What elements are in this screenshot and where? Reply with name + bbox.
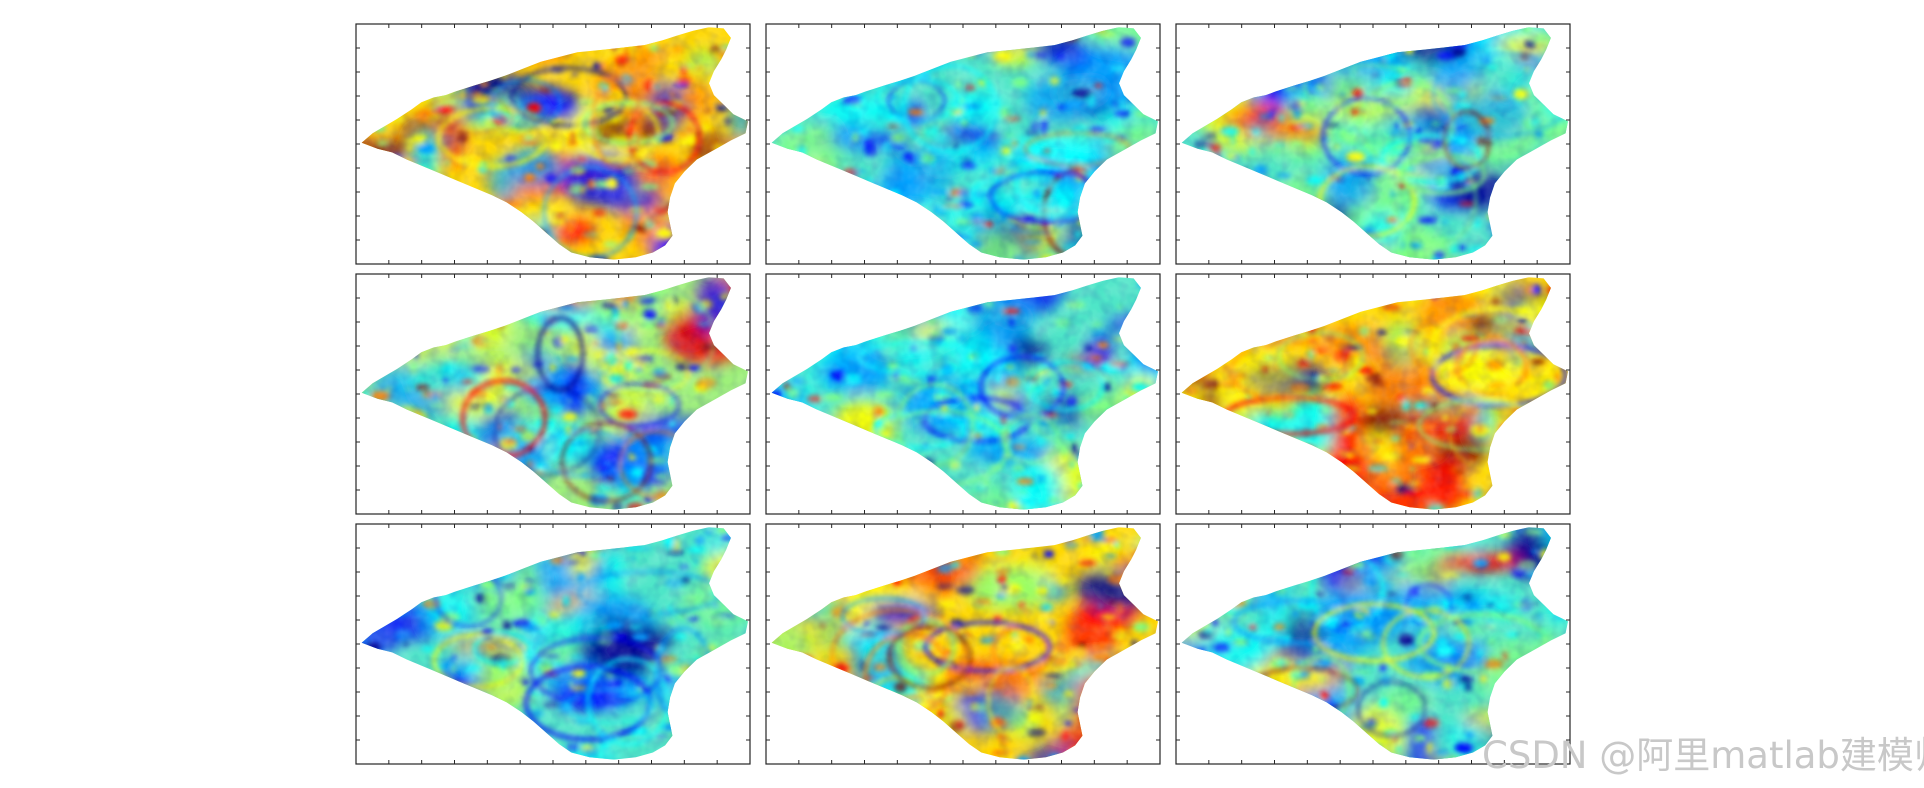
map-panel-1 (355, 23, 751, 265)
axis-ticks (356, 24, 750, 264)
axis-ticks (766, 524, 1160, 764)
map-panel-9 (1175, 523, 1571, 765)
map-panel-3 (1175, 23, 1571, 265)
axis-ticks (356, 274, 750, 514)
map-panel-2 (765, 23, 1161, 265)
watermark-text: CSDN @阿里matlab建模师 (1482, 734, 1924, 777)
map-panel-7 (355, 523, 751, 765)
axis-ticks (1176, 24, 1570, 264)
axis-ticks (356, 524, 750, 764)
axis-ticks (766, 24, 1160, 264)
map-panel-4 (355, 273, 751, 515)
map-panel-5 (765, 273, 1161, 515)
map-panel-6 (1175, 273, 1571, 515)
axis-ticks (1176, 524, 1570, 764)
axis-ticks (1176, 274, 1570, 514)
axis-ticks (766, 274, 1160, 514)
map-panel-8 (765, 523, 1161, 765)
